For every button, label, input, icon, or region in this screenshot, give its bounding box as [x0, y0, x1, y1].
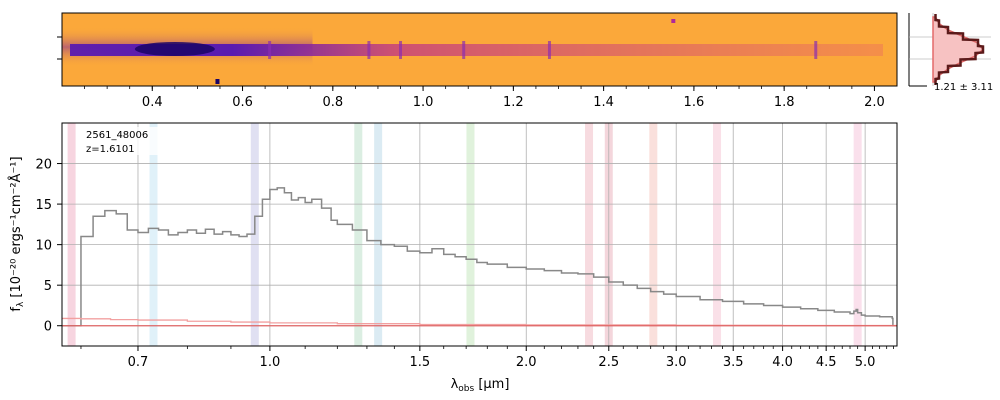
- y-tick-label: 15: [35, 198, 52, 213]
- one-d-y-ticks: 0 5 10 15 20: [35, 158, 62, 335]
- annotation-box: [80, 127, 170, 155]
- emission-line-mark: [399, 41, 403, 59]
- shaded-band: [585, 123, 594, 346]
- spectrum-series-0: [62, 187, 897, 327]
- trace-core: [134, 42, 215, 56]
- x-tick-label: 3.5: [723, 355, 744, 370]
- x-tick-label: 4.0: [772, 355, 793, 370]
- two-d-x-tick-label: 1.6: [684, 95, 705, 110]
- shaded-band: [713, 123, 722, 346]
- y-tick-label: 10: [35, 239, 52, 254]
- y-tick-label: 20: [35, 158, 52, 173]
- x-tick-label: 2.0: [516, 355, 537, 370]
- spatial-profile-curves: [908, 13, 991, 87]
- spatial-profile-panel: 1.21 ± 3.11: [908, 13, 993, 93]
- shaded-band: [649, 123, 658, 346]
- one-d-spectrum-panel: 0.7 1.0 1.5 2.0 2.5 3.0 3.5 4.0 4.5 5.0 05101520 …: [8, 122, 898, 394]
- emission-line-mark: [462, 41, 466, 59]
- one-d-spectrum-frame: [61, 122, 898, 347]
- x-tick-label: 1.5: [410, 355, 431, 370]
- two-d-x-tick-label: 1.4: [593, 95, 614, 110]
- x-tick-label: 4.5: [816, 355, 837, 370]
- shaded-band: [149, 123, 158, 346]
- bad-pixel: [215, 79, 220, 84]
- profile-annotation: 1.21 ± 3.11: [934, 82, 993, 93]
- trace-band: [70, 44, 883, 56]
- one-d-shaded-bands: [67, 123, 862, 346]
- shaded-band: [853, 123, 862, 346]
- shaded-band: [354, 123, 363, 346]
- shaded-band: [466, 123, 475, 346]
- two-d-spectrum-frame: [61, 12, 898, 87]
- two-d-x-tick-label: 0.8: [322, 95, 343, 110]
- y-tick-label: 5: [44, 279, 52, 294]
- bad-pixel: [671, 19, 676, 23]
- x-tick-label: 1.0: [260, 355, 281, 370]
- shaded-band: [67, 123, 76, 346]
- x-tick-label: 0.7: [128, 355, 149, 370]
- redshift-label: z=1.6101: [86, 144, 135, 155]
- one-d-grid: [62, 123, 897, 346]
- emission-line-mark: [814, 41, 818, 59]
- one-d-series: [62, 187, 897, 327]
- two-d-x-tick-label: 1.0: [413, 95, 434, 110]
- profile-data-line: [934, 14, 985, 85]
- emission-line-mark: [547, 41, 551, 59]
- two-d-x-tick-label: 1.2: [503, 95, 524, 110]
- x-tick-label: 3.0: [666, 355, 687, 370]
- emission-line-mark: [268, 41, 272, 59]
- y-axis-label: fλ [10⁻²⁰ ergs⁻¹cm⁻²Å⁻¹]: [8, 156, 26, 311]
- two-d-x-tick-label: 0.6: [232, 95, 253, 110]
- two-d-x-tick-label: 0.4: [142, 95, 163, 110]
- two-d-x-tick-label: 2.0: [864, 95, 885, 110]
- x-tick-label: 5.0: [855, 355, 876, 370]
- spectrum-series-1: [62, 317, 897, 327]
- x-tick-label: 2.5: [598, 355, 619, 370]
- two-d-spectrum-panel: 0.4 0.6 0.8 1.0 1.2 1.4 1.6 1.8 2.0: [57, 12, 898, 110]
- object-id-label: 2561_48006: [86, 130, 148, 141]
- y-tick-label: 0: [44, 320, 52, 335]
- two-d-x-tick-label: 1.8: [774, 95, 795, 110]
- one-d-x-ticks: 0.7 1.0 1.5 2.0 2.5 3.0 3.5 4.0 4.5 5.0: [80, 346, 894, 370]
- emission-line-mark: [367, 41, 371, 59]
- x-axis-label: λobs [μm]: [451, 377, 510, 394]
- two-d-emission-lines: [268, 41, 818, 59]
- shaded-band: [374, 123, 383, 346]
- two-d-x-ticks: 0.4 0.6 0.8 1.0 1.2 1.4 1.6 1.8 2.0: [57, 36, 885, 110]
